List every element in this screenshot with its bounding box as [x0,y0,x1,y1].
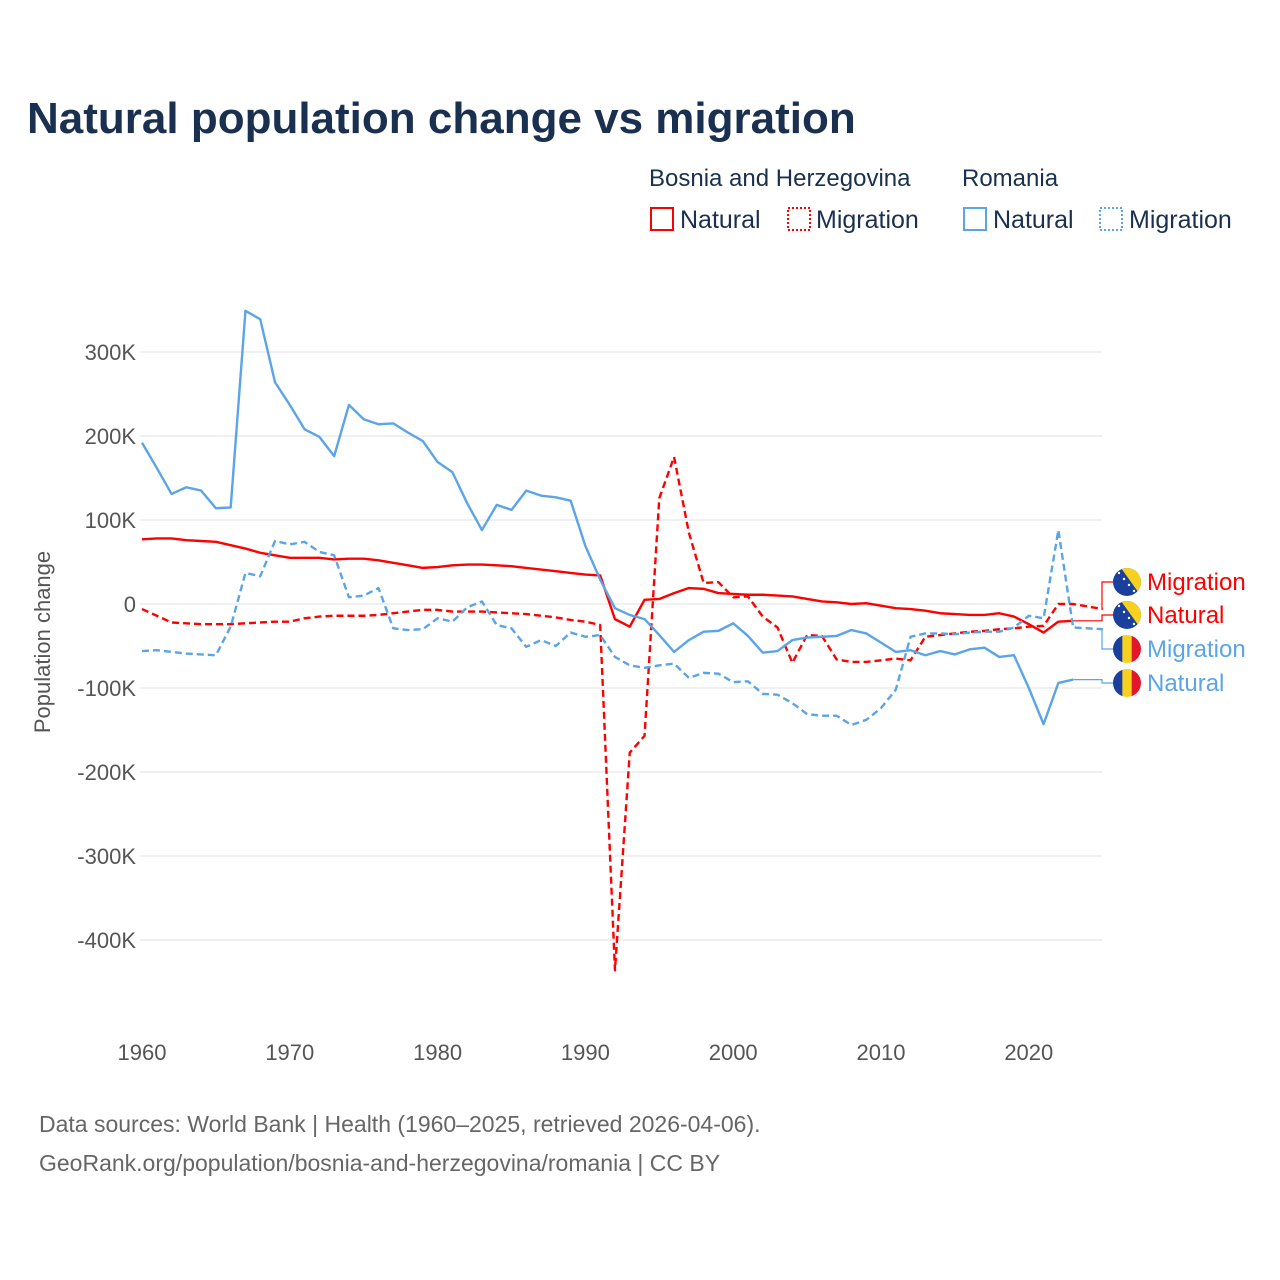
legend-item-bih-migration[interactable]: Migration [787,206,919,234]
source-note: Data sources: World Bank | Health (1960–… [39,1111,761,1137]
legend-group-bih: Bosnia and Herzegovina [649,165,911,192]
legend-item-romania-natural[interactable]: Natural [963,206,1074,234]
source-url[interactable]: GeoRank.org/population/bosnia-and-herzeg… [39,1150,720,1176]
label-connector [1073,678,1114,684]
x-tick-label: 2010 [857,1040,906,1065]
legend-label: Natural [993,206,1074,234]
legend-label: Natural [680,206,761,234]
y-tick-label: -200K [77,760,136,785]
x-axis: 1960 1970 1980 1990 2000 2010 2020 [118,1040,1054,1065]
end-label-ro-migration: Migration [1147,636,1246,663]
y-axis: 300K 200K 100K 0 -100K -200K -300K -400K [77,340,136,953]
end-label-ro-natural: Natural [1147,670,1224,697]
legend-group-romania: Romania [962,165,1059,192]
x-tick-label: 2020 [1004,1040,1053,1065]
label-connector [1101,628,1114,650]
legend-item-romania-migration[interactable]: Migration [1099,206,1232,234]
legend-swatch-dotted [1099,207,1123,231]
legend: Bosnia and Herzegovina Romania Natural M… [649,165,1232,234]
series-line-bih-natural [141,537,1074,634]
gridlines [140,351,1102,941]
legend-item-bih-natural[interactable]: Natural [650,206,761,234]
y-tick-label: -400K [77,928,136,953]
end-labels: Migration Natural Migration Natural [1073,568,1246,697]
legend-swatch-dotted [787,207,811,231]
x-tick-label: 1980 [413,1040,462,1065]
romania-flag-icon [1113,635,1141,663]
x-tick-label: 1970 [265,1040,314,1065]
legend-label: Migration [1129,206,1232,234]
y-tick-label: 300K [85,340,137,365]
y-tick-label: 200K [85,424,137,449]
x-tick-label: 1960 [118,1040,167,1065]
y-axis-title: Population change [30,551,55,733]
romania-flag-icon [1113,669,1141,697]
x-tick-label: 2000 [709,1040,758,1065]
x-tick-label: 1990 [561,1040,610,1065]
y-tick-label: 0 [124,592,136,617]
label-connector [1101,581,1114,610]
series-line-ro-natural [140,309,1074,726]
chart-title: Natural population change vs migration [27,94,856,143]
end-label-bih-natural: Natural [1147,602,1224,629]
y-tick-label: -300K [77,844,136,869]
legend-swatch-solid [963,207,987,231]
legend-label: Migration [816,206,919,234]
bosnia-flag-icon [1113,568,1141,596]
end-label-bih-migration: Migration [1147,569,1246,596]
label-connector [1073,614,1114,622]
y-tick-label: -100K [77,676,136,701]
series-line-ro-migration [141,528,1103,727]
legend-swatch-solid [650,207,674,231]
series-lines [140,309,1103,972]
series-line-bih-migration [141,455,1103,972]
y-tick-label: 100K [85,508,137,533]
bosnia-flag-icon [1113,601,1141,629]
